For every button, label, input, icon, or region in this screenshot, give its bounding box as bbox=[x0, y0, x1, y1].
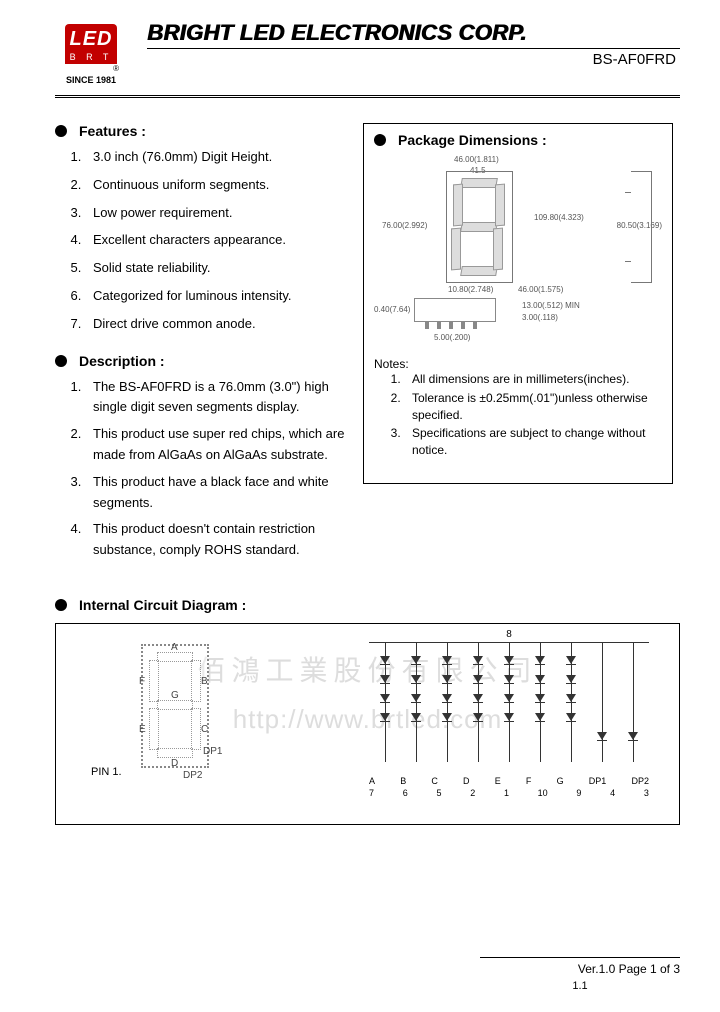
note-item: All dimensions are in millimeters(inches… bbox=[404, 371, 662, 388]
seg-label-dp1: DP1 bbox=[203, 746, 222, 757]
features-heading: Features : bbox=[55, 123, 355, 139]
seg-label-dp2: DP2 bbox=[183, 770, 202, 781]
circuit-col-pin: 3 bbox=[644, 788, 649, 798]
dim-top-width: 46.00(1.811) bbox=[454, 155, 499, 164]
features-title-text: Features : bbox=[79, 123, 146, 139]
bullet-icon bbox=[55, 125, 67, 137]
feature-item: Solid state reliability. bbox=[85, 258, 355, 279]
circuit-col-pin: 10 bbox=[538, 788, 548, 798]
feature-item: Continuous uniform segments. bbox=[85, 175, 355, 196]
circuit-col-seg: D bbox=[463, 776, 470, 786]
circuit-col-seg: A bbox=[369, 776, 375, 786]
note-item: Specifications are subject to change wit… bbox=[404, 425, 662, 459]
bus-pin-label: 8 bbox=[506, 629, 512, 640]
circuit-col-pin: 7 bbox=[369, 788, 374, 798]
company-logo: LED B R T ® SINCE 1981 bbox=[55, 24, 127, 85]
notes-label: Notes: bbox=[374, 357, 662, 371]
dim-pin-pitch: 3.00(.118) bbox=[522, 313, 558, 322]
seg-label-c: C bbox=[201, 724, 208, 735]
circuit-title-text: Internal Circuit Diagram : bbox=[79, 597, 246, 613]
seg-label-f: F bbox=[139, 676, 145, 687]
dim-bottom2: 46.00(1.575) bbox=[518, 285, 563, 294]
pin-row-outline bbox=[414, 298, 496, 322]
description-item: The BS-AF0FRD is a 76.0mm (3.0") high si… bbox=[85, 377, 355, 419]
feature-item: Direct drive common anode. bbox=[85, 314, 355, 335]
circuit-col-pin: 1 bbox=[504, 788, 509, 798]
features-list: 3.0 inch (76.0mm) Digit Height. Continuo… bbox=[67, 147, 355, 335]
dim-pin-box: 0.40(7.64) bbox=[374, 305, 410, 314]
pin-segment-row: A B C D E F G DP1 DP2 bbox=[369, 776, 649, 786]
side-bracket-outline bbox=[631, 171, 652, 283]
logo-text-brt: B R T bbox=[65, 52, 117, 62]
circuit-schematic: 8 ABCDEFGDP1DP2 7652110943 bbox=[369, 642, 649, 782]
dim-height: 76.00(2.992) bbox=[382, 221, 427, 230]
feature-item: Excellent characters appearance. bbox=[85, 230, 355, 251]
bullet-icon bbox=[374, 134, 386, 146]
seven-segment-outline bbox=[446, 171, 513, 283]
segment-map: A B C D E F G DP1 DP2 bbox=[141, 644, 209, 768]
bullet-icon bbox=[55, 599, 67, 611]
circuit-col-pin: 2 bbox=[470, 788, 475, 798]
circuit-col-seg: B bbox=[400, 776, 406, 786]
circuit-col-pin: 6 bbox=[403, 788, 408, 798]
seg-label-a: A bbox=[171, 642, 178, 653]
pin1-label: PIN 1. bbox=[91, 766, 122, 778]
footer-version: Ver.1.0 Page 1 of 3 bbox=[480, 962, 680, 976]
description-item: This product use super red chips, which … bbox=[85, 424, 355, 466]
description-heading: Description : bbox=[55, 353, 355, 369]
circuit-heading: Internal Circuit Diagram : bbox=[55, 597, 680, 613]
seg-label-d: D bbox=[171, 758, 178, 769]
footer-sub: 1.1 bbox=[480, 980, 680, 992]
circuit-diagram-box: 佰鴻工業股份有限公司 http://www.brtled.com A B C D… bbox=[55, 623, 680, 825]
description-item: This product doesn't contain restriction… bbox=[85, 519, 355, 561]
feature-item: Categorized for luminous intensity. bbox=[85, 286, 355, 307]
description-list: The BS-AF0FRD is a 76.0mm (3.0") high si… bbox=[67, 377, 355, 561]
circuit-col-seg: F bbox=[526, 776, 532, 786]
pin-number-row: 7 6 5 2 1 10 9 4 3 bbox=[369, 788, 649, 798]
circuit-col-seg: E bbox=[495, 776, 501, 786]
package-title-text: Package Dimensions : bbox=[398, 132, 547, 148]
circuit-col-seg: DP2 bbox=[631, 776, 649, 786]
description-item: This product have a black face and white… bbox=[85, 472, 355, 514]
dim-pin-len: 13.00(.512) MIN bbox=[522, 301, 580, 310]
feature-item: Low power requirement. bbox=[85, 203, 355, 224]
circuit-col-pin: 5 bbox=[436, 788, 441, 798]
logo-since: SINCE 1981 bbox=[55, 75, 127, 85]
circuit-col-seg: DP1 bbox=[589, 776, 607, 786]
circuit-col-pin: 4 bbox=[610, 788, 615, 798]
logo-reg-mark: ® bbox=[55, 64, 127, 73]
package-dimensions-box: Package Dimensions : 46.00(1.811) 41.5 7… bbox=[363, 123, 673, 484]
part-number: BS-AF0FRD bbox=[147, 51, 680, 68]
bullet-icon bbox=[55, 355, 67, 367]
dim-bottom1: 10.80(2.748) bbox=[448, 285, 493, 294]
dim-right-height: 109.80(4.323) bbox=[534, 213, 584, 222]
header-rule bbox=[55, 95, 680, 98]
seg-label-g: G bbox=[171, 690, 179, 701]
seg-label-b: B bbox=[201, 676, 208, 687]
feature-item: 3.0 inch (76.0mm) Digit Height. bbox=[85, 147, 355, 168]
page-footer: Ver.1.0 Page 1 of 3 1.1 bbox=[480, 957, 680, 992]
circuit-col-seg: C bbox=[431, 776, 438, 786]
circuit-col-seg: G bbox=[557, 776, 564, 786]
seg-label-e: E bbox=[139, 724, 146, 735]
logo-text-led: LED bbox=[65, 28, 117, 51]
dim-pin-gap: 5.00(.200) bbox=[434, 333, 470, 342]
note-item: Tolerance is ±0.25mm(.01")unless otherwi… bbox=[404, 390, 662, 424]
company-name: BRIGHT LED ELECTRONICS CORP. bbox=[147, 20, 680, 49]
notes-list: All dimensions are in millimeters(inches… bbox=[386, 371, 662, 459]
circuit-col-pin: 9 bbox=[576, 788, 581, 798]
package-drawing: 46.00(1.811) 41.5 76.00(2.992) 109.80(4.… bbox=[374, 153, 662, 353]
description-title-text: Description : bbox=[79, 353, 165, 369]
